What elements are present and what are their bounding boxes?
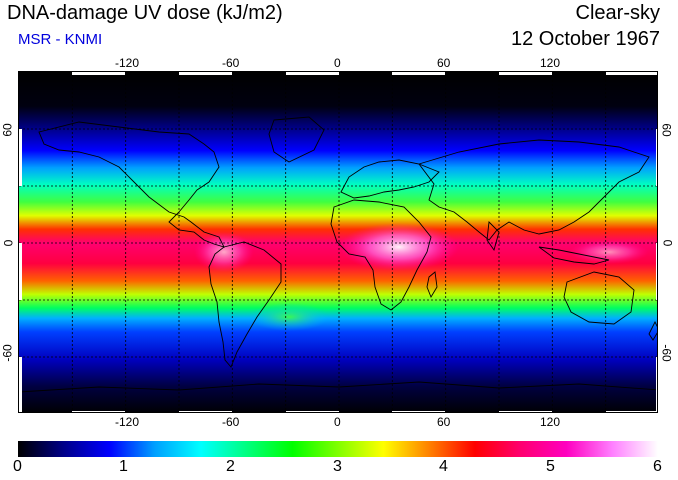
lat-tick-left: 0 xyxy=(1,239,16,247)
coast-india xyxy=(486,221,500,252)
coast-new-zealand xyxy=(648,320,657,341)
colorbar-label: 1 xyxy=(119,458,128,475)
coast-africa xyxy=(330,199,432,311)
colorbar-label: 4 xyxy=(439,458,448,475)
colorbar-label: 3 xyxy=(333,458,342,475)
lon-tick-top: -60 xyxy=(222,56,240,70)
map-canvas xyxy=(19,72,657,412)
uv-patch-atlantic xyxy=(249,303,329,331)
uv-hotspot-africa xyxy=(339,223,459,271)
lon-tick-bottom: 0 xyxy=(334,415,341,429)
frame-scale xyxy=(19,72,657,412)
date-label: 12 October 1967 xyxy=(511,28,660,50)
lon-tick-bottom: 60 xyxy=(437,415,451,429)
colorbar-label: 6 xyxy=(653,458,662,475)
lon-tick-top: -120 xyxy=(115,56,140,70)
map-title: DNA-damage UV dose (kJ/m2) xyxy=(7,2,283,24)
lon-tick-bottom: -120 xyxy=(115,415,140,429)
uv-dose-map xyxy=(18,71,658,413)
lat-tick-right: 0 xyxy=(660,239,675,247)
lon-tick-bottom: 120 xyxy=(540,415,561,429)
coast-south-america xyxy=(208,241,282,368)
colorbar-label: 2 xyxy=(226,458,235,475)
colorbar xyxy=(18,441,658,457)
coast-australia xyxy=(563,271,635,325)
uv-hotspot-pacific xyxy=(569,240,649,264)
coast-europe xyxy=(340,159,440,199)
lon-tick-bottom: -60 xyxy=(222,415,240,429)
lat-tick-left: -60 xyxy=(0,344,15,362)
coast-madagascar xyxy=(426,271,438,299)
coast-north-america xyxy=(38,121,225,248)
coast-indonesia xyxy=(538,246,610,265)
coast-greenland xyxy=(268,116,325,163)
lat-tick-right: -60 xyxy=(659,344,674,362)
colorbar-label: 0 xyxy=(13,458,22,475)
lat-tick-left: 60 xyxy=(0,123,15,137)
coast-asia xyxy=(418,139,650,241)
lon-tick-top: 60 xyxy=(437,56,451,70)
colorbar-label: 5 xyxy=(546,458,555,475)
sky-condition-label: Clear-sky xyxy=(575,2,660,24)
lat-tick-right: 60 xyxy=(659,123,674,137)
uv-field xyxy=(19,72,657,412)
uv-hotspot-andes xyxy=(194,232,254,272)
lon-tick-top: 0 xyxy=(334,56,341,70)
source-label: MSR - KNMI xyxy=(18,31,103,48)
lon-tick-top: 120 xyxy=(540,56,561,70)
gridlines xyxy=(19,72,657,412)
